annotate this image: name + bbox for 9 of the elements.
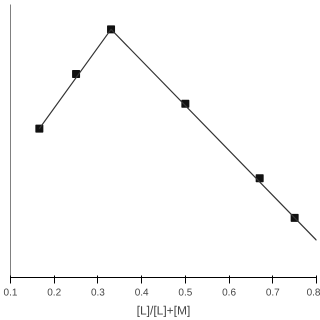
x-tick-label: 0.4 <box>134 288 150 298</box>
x-tick-label: 0.2 <box>47 288 62 298</box>
x-tick-label: 0.3 <box>90 288 106 298</box>
x-tick-label: 0.6 <box>222 288 236 298</box>
x-tick-label: 0.5 <box>178 288 193 298</box>
x-tick-label: 0.1 <box>4 288 18 298</box>
x-tick-label: 0.8 <box>306 288 320 298</box>
x-axis-title: [L]/[L]+[M] <box>136 304 190 318</box>
x-tick-label: 0.7 <box>266 288 280 298</box>
